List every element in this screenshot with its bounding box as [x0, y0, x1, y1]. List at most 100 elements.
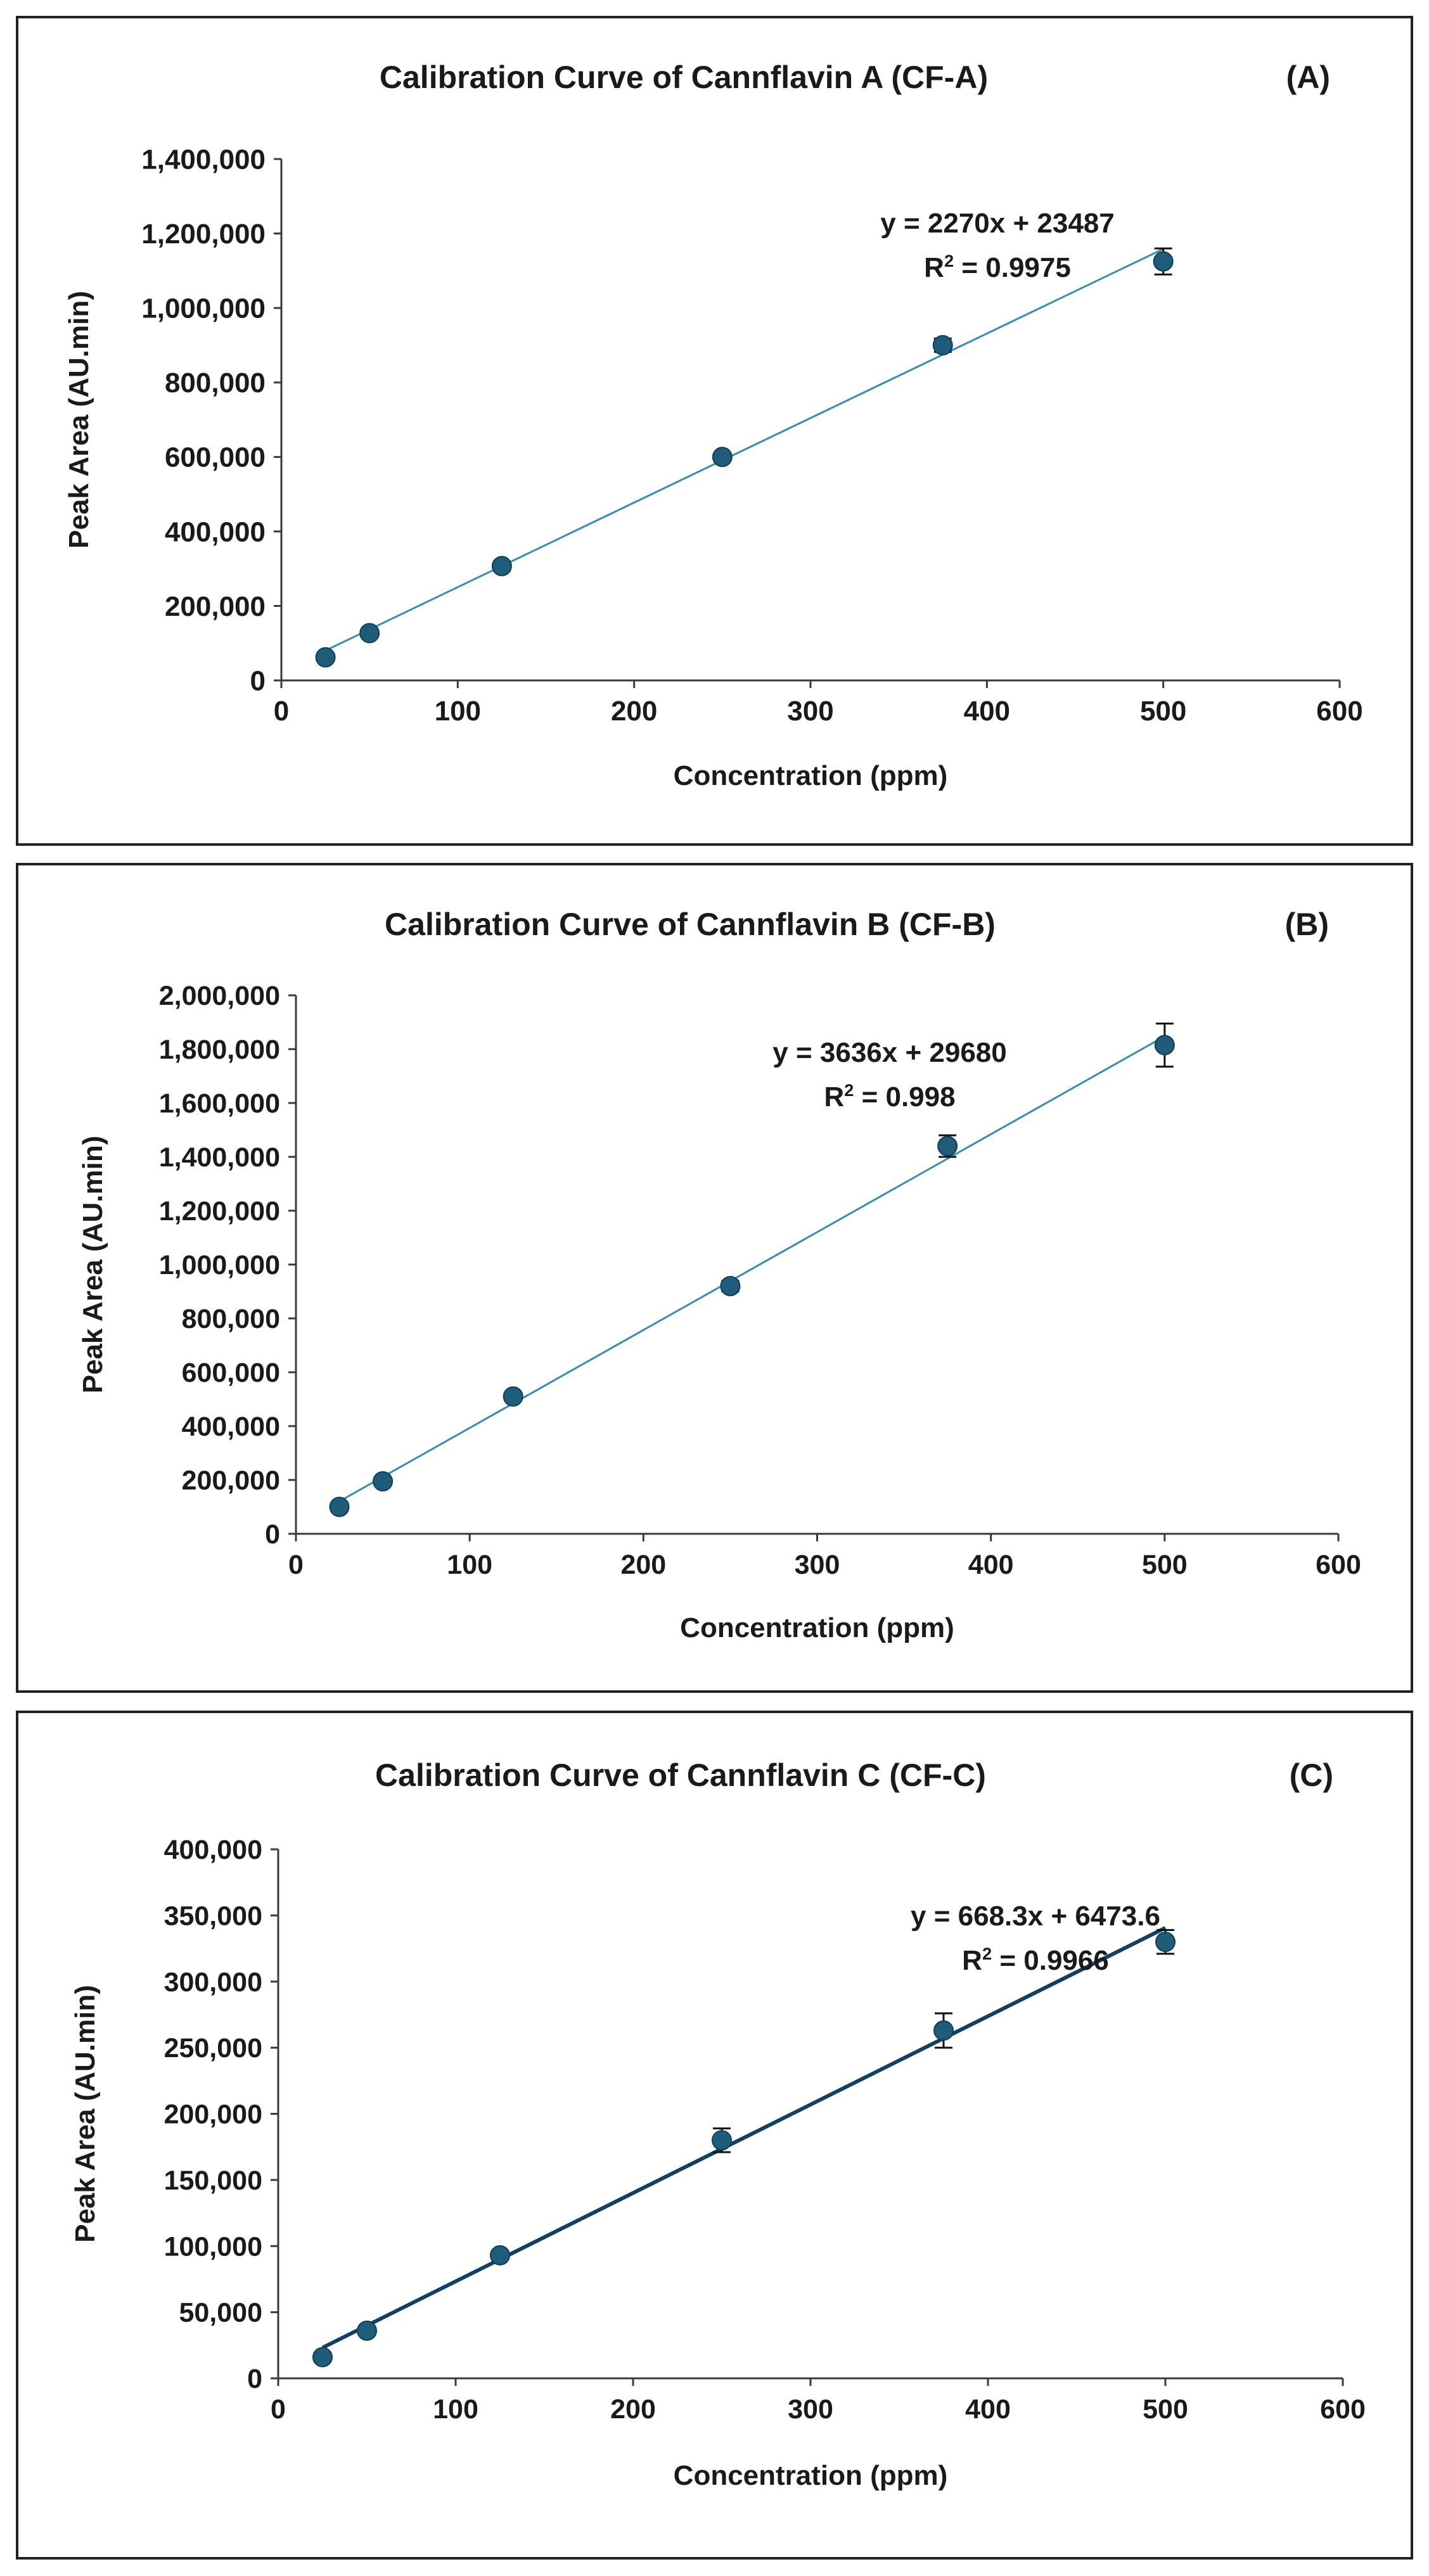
data-point: [503, 1386, 523, 1407]
panel-label: (B): [1285, 907, 1329, 942]
x-tick-label: 400: [964, 696, 1010, 727]
x-tick-label: 300: [795, 1550, 840, 1580]
y-tick-label: 400,000: [165, 516, 266, 547]
y-tick-label: 0: [250, 665, 266, 696]
x-tick-label: 400: [968, 1550, 1014, 1580]
x-axis-title: Concentration (ppm): [674, 2460, 948, 2491]
x-tick-label: 400: [965, 2394, 1011, 2425]
chart-a: Calibration Curve of Cannflavin A (CF-A)…: [63, 60, 1363, 791]
r-squared-value: = 0.9975: [954, 252, 1071, 283]
x-tick-label: 0: [288, 1550, 304, 1580]
chart-c: Calibration Curve of Cannflavin C (CF-C)…: [70, 1757, 1366, 2491]
x-tick-label: 0: [271, 2394, 286, 2425]
x-tick-label: 300: [788, 2394, 833, 2425]
chart-panel-a: Calibration Curve of Cannflavin A (CF-A)…: [16, 16, 1413, 846]
y-tick-label: 600,000: [182, 1358, 280, 1388]
trendline: [324, 248, 1164, 652]
data-point: [1154, 1035, 1175, 1055]
chart-title: Calibration Curve of Cannflavin B (CF-B): [385, 907, 996, 942]
y-tick-label: 250,000: [164, 2033, 262, 2063]
data-point: [329, 1496, 350, 1517]
trendline: [338, 1035, 1165, 1503]
y-tick-label: 800,000: [165, 367, 266, 399]
y-tick-label: 200,000: [164, 2100, 262, 2130]
data-point: [712, 447, 733, 468]
x-tick-label: 0: [274, 696, 289, 727]
y-tick-label: 0: [265, 1519, 280, 1550]
r-squared-label: R2 = 0.998: [824, 1080, 955, 1113]
r-squared-symbol: R: [824, 1081, 844, 1113]
chart-panel-b: Calibration Curve of Cannflavin B (CF-B)…: [16, 863, 1413, 1693]
y-tick-label: 100,000: [164, 2231, 262, 2262]
data-point: [712, 2130, 732, 2151]
y-axis-title: Peak Area (AU.min): [77, 1136, 108, 1394]
r-squared-label: R2 = 0.9966: [962, 1944, 1109, 1976]
data-point: [937, 1136, 958, 1156]
chart-b: Calibration Curve of Cannflavin B (CF-B)…: [77, 907, 1361, 1643]
y-tick-label: 1,400,000: [141, 144, 266, 175]
x-tick-label: 500: [1140, 696, 1186, 727]
y-tick-label: 400,000: [164, 1835, 262, 1865]
x-tick-label: 100: [435, 696, 481, 727]
r-squared-symbol: R: [962, 1945, 982, 1976]
x-tick-label: 100: [447, 1550, 492, 1580]
data-point: [315, 647, 336, 668]
x-tick-label: 600: [1316, 1550, 1361, 1580]
x-axis-title: Concentration (ppm): [674, 760, 948, 791]
x-tick-label: 600: [1320, 2394, 1366, 2425]
trendline-equation: y = 3636x + 29680: [772, 1037, 1006, 1068]
y-axis-title: Peak Area (AU.min): [63, 291, 94, 549]
data-point: [373, 1471, 394, 1492]
r-squared-exponent: 2: [982, 1944, 992, 1963]
x-tick-label: 100: [433, 2394, 478, 2425]
y-tick-label: 1,200,000: [141, 219, 266, 250]
data-point: [312, 2347, 333, 2368]
r-squared-value: = 0.9966: [992, 1945, 1109, 1976]
y-tick-label: 0: [247, 2364, 262, 2394]
y-tick-label: 150,000: [164, 2165, 262, 2196]
y-tick-label: 200,000: [165, 591, 266, 622]
x-tick-label: 200: [610, 2394, 656, 2425]
panel-label: (A): [1286, 60, 1330, 95]
x-tick-label: 200: [611, 696, 657, 727]
y-tick-label: 1,400,000: [159, 1142, 280, 1173]
y-tick-label: 1,000,000: [159, 1250, 280, 1280]
y-tick-label: 1,800,000: [159, 1035, 280, 1065]
data-point: [932, 335, 953, 355]
y-axis-title: Peak Area (AU.min): [70, 1985, 101, 2243]
chart-panel-c: Calibration Curve of Cannflavin C (CF-C)…: [16, 1711, 1413, 2560]
y-tick-label: 1,200,000: [159, 1196, 280, 1227]
data-point: [720, 1276, 741, 1296]
y-tick-label: 1,600,000: [159, 1088, 280, 1119]
y-tick-label: 2,000,000: [159, 981, 280, 1011]
r-squared-exponent: 2: [944, 251, 954, 271]
r-squared-exponent: 2: [844, 1080, 854, 1100]
data-point: [490, 2245, 510, 2266]
trendline-equation: y = 2270x + 23487: [880, 208, 1114, 239]
chart-title: Calibration Curve of Cannflavin C (CF-C): [375, 1757, 986, 1793]
r-squared-label: R2 = 0.9975: [924, 251, 1071, 283]
y-tick-label: 400,000: [182, 1412, 280, 1442]
data-point: [357, 2320, 377, 2341]
data-point: [359, 623, 380, 644]
x-tick-label: 500: [1142, 1550, 1188, 1580]
panel-label: (C): [1290, 1757, 1333, 1793]
chart-title: Calibration Curve of Cannflavin A (CF-A): [380, 60, 988, 95]
y-tick-label: 1,000,000: [141, 293, 266, 324]
data-point: [1153, 251, 1174, 272]
y-tick-label: 300,000: [164, 1967, 262, 1998]
r-squared-value: = 0.998: [854, 1081, 955, 1113]
data-point: [933, 2020, 954, 2041]
y-tick-label: 350,000: [164, 1901, 262, 1931]
x-tick-label: 500: [1143, 2394, 1188, 2425]
r-squared-symbol: R: [924, 252, 944, 283]
x-tick-label: 200: [620, 1550, 666, 1580]
y-tick-label: 800,000: [182, 1304, 280, 1334]
y-tick-label: 200,000: [182, 1465, 280, 1496]
y-tick-label: 50,000: [179, 2298, 262, 2328]
data-point: [491, 556, 512, 577]
y-tick-label: 600,000: [165, 442, 266, 473]
data-point: [1155, 1932, 1176, 1953]
x-tick-label: 600: [1316, 696, 1362, 727]
trendline: [321, 1926, 1167, 2350]
